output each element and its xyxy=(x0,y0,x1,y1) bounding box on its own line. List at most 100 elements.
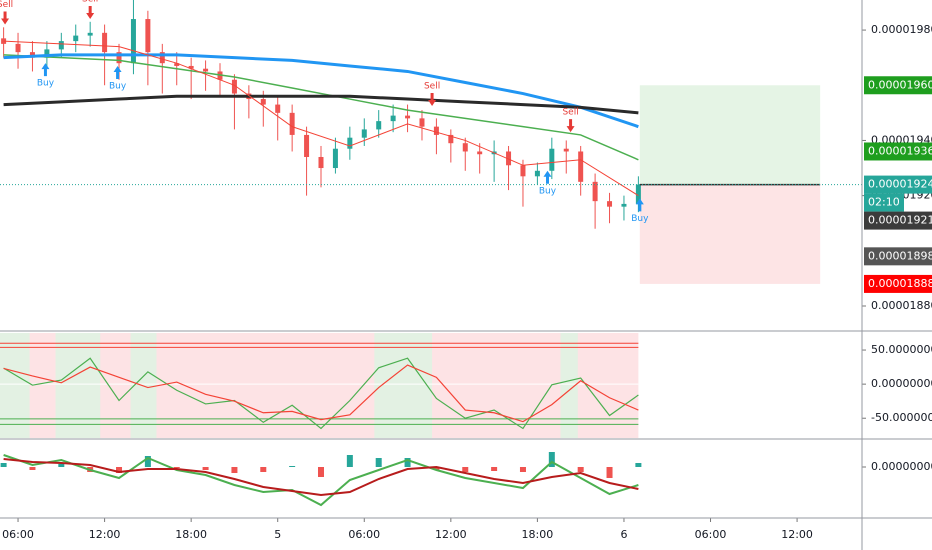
candle-body xyxy=(477,151,483,155)
x-tick-label: 06:00 xyxy=(2,528,34,541)
candle-body xyxy=(607,201,613,207)
y-tick-label: 0.00001880 xyxy=(871,299,932,312)
y-tick-label: 0.00000000 xyxy=(871,377,932,390)
histogram-bar xyxy=(519,467,526,472)
countdown-box xyxy=(864,193,904,212)
oscillator-zone xyxy=(0,333,30,438)
price-label-box xyxy=(864,247,932,266)
histogram-bar xyxy=(116,467,123,473)
histogram-bar xyxy=(317,467,324,477)
histogram-bar xyxy=(404,458,411,467)
signal-arrow xyxy=(41,63,50,77)
moving-average xyxy=(3,40,639,197)
x-tick-label: 5 xyxy=(274,528,281,541)
signal-arrow xyxy=(543,170,552,184)
price-label-box xyxy=(864,274,932,293)
signal-label: Buy xyxy=(37,79,55,89)
countdown: 02:10 xyxy=(868,196,900,209)
histogram-bar xyxy=(231,467,238,473)
oscillator-line xyxy=(3,357,639,430)
candle-body xyxy=(433,126,439,135)
candle-body xyxy=(188,65,194,69)
signal-label: Sell xyxy=(82,0,98,5)
candle-body xyxy=(145,19,151,53)
histogram-bar xyxy=(635,463,642,467)
price-label-box xyxy=(864,175,932,194)
x-tick-label: 06:00 xyxy=(348,528,380,541)
candle-body xyxy=(87,32,93,36)
x-tick-label: 12:00 xyxy=(89,528,121,541)
signal-arrow xyxy=(566,119,575,133)
signal-label: Sell xyxy=(562,108,578,118)
candle-body xyxy=(361,129,367,138)
signal-label: Buy xyxy=(631,214,649,224)
candle-body xyxy=(347,137,353,149)
candle-body xyxy=(405,115,411,119)
histogram-bar xyxy=(202,467,209,470)
candle-body xyxy=(376,121,382,130)
price-label: 0.00001888 xyxy=(868,277,932,290)
candle-body xyxy=(549,148,555,171)
histogram-bar xyxy=(375,458,382,467)
y-tick-label: 50.00000000 xyxy=(871,343,932,356)
candle-body xyxy=(592,181,598,202)
histogram-bar xyxy=(29,467,36,470)
histogram-bar xyxy=(0,463,7,467)
histogram-bar xyxy=(462,467,469,472)
price-label: 0.00001936 xyxy=(868,144,932,157)
x-tick-label: 6 xyxy=(620,528,627,541)
histogram-bar xyxy=(433,467,440,470)
stop-zone xyxy=(639,184,821,284)
candle-body xyxy=(260,99,266,105)
candle-body xyxy=(130,19,136,64)
signal-arrow xyxy=(635,198,644,212)
candle-body xyxy=(73,35,79,42)
candle-body xyxy=(231,79,237,94)
oscillator-zone xyxy=(560,333,578,438)
histogram-bar xyxy=(289,466,296,467)
candle-body xyxy=(15,43,21,53)
y-tick-label: 0.00000000 xyxy=(871,460,932,473)
price-label: 0.00001924 xyxy=(868,178,932,191)
y-tick-label: 0.00001980 xyxy=(871,23,932,36)
signal-label: Sell xyxy=(424,81,440,91)
macd-line xyxy=(3,458,639,497)
target-zone xyxy=(639,85,821,185)
candle-body xyxy=(419,118,425,127)
histogram-bar xyxy=(58,464,65,467)
candle-body xyxy=(58,41,64,50)
candle-body xyxy=(203,68,209,72)
y-tick-label: -50.00000000 xyxy=(871,411,932,424)
signal-arrow xyxy=(113,65,122,79)
price-label: 0.00001921 xyxy=(868,214,932,227)
candle-body xyxy=(318,156,324,169)
candle-body xyxy=(506,151,512,166)
candle-body xyxy=(462,143,468,152)
price-pane: Sell Buy Sell Buy Sell Buy Sell Buy xyxy=(0,0,821,284)
candle-body xyxy=(289,112,295,135)
candle-body xyxy=(275,104,281,113)
candle-body xyxy=(102,32,108,53)
histogram-bar xyxy=(548,452,555,467)
price-label-box xyxy=(864,142,932,161)
x-tick-label: 12:00 xyxy=(781,528,813,541)
candle-body xyxy=(534,170,540,177)
price-label-box xyxy=(864,211,932,230)
oscillator-zone xyxy=(55,333,101,438)
oscillator-line xyxy=(3,364,639,423)
candle-body xyxy=(448,134,454,144)
signal-arrow xyxy=(428,92,437,106)
signal-label: Sell xyxy=(0,0,13,10)
moving-average xyxy=(3,53,639,129)
candle-body xyxy=(635,184,641,204)
histogram-bar xyxy=(346,455,353,467)
macd-line xyxy=(3,454,639,507)
candle-body xyxy=(390,115,396,122)
signal-label: Buy xyxy=(109,81,127,91)
histogram-bar xyxy=(173,467,180,468)
signal-label: Buy xyxy=(539,186,557,196)
signal-arrow xyxy=(86,6,95,20)
candle-body xyxy=(44,49,50,58)
